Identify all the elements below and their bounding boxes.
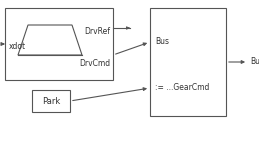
Bar (150, 8, 226, 116)
Bar (32, 90, 70, 112)
Text: DrvRef: DrvRef (84, 28, 110, 36)
Text: := ...GearCmd: := ...GearCmd (155, 84, 209, 92)
Text: DrvCmd: DrvCmd (79, 58, 110, 68)
Text: xdot: xdot (9, 42, 26, 51)
Text: Park: Park (42, 96, 60, 106)
Text: Bus: Bus (155, 37, 169, 47)
Text: Bus: Bus (250, 57, 259, 67)
Bar (5, 8, 113, 80)
